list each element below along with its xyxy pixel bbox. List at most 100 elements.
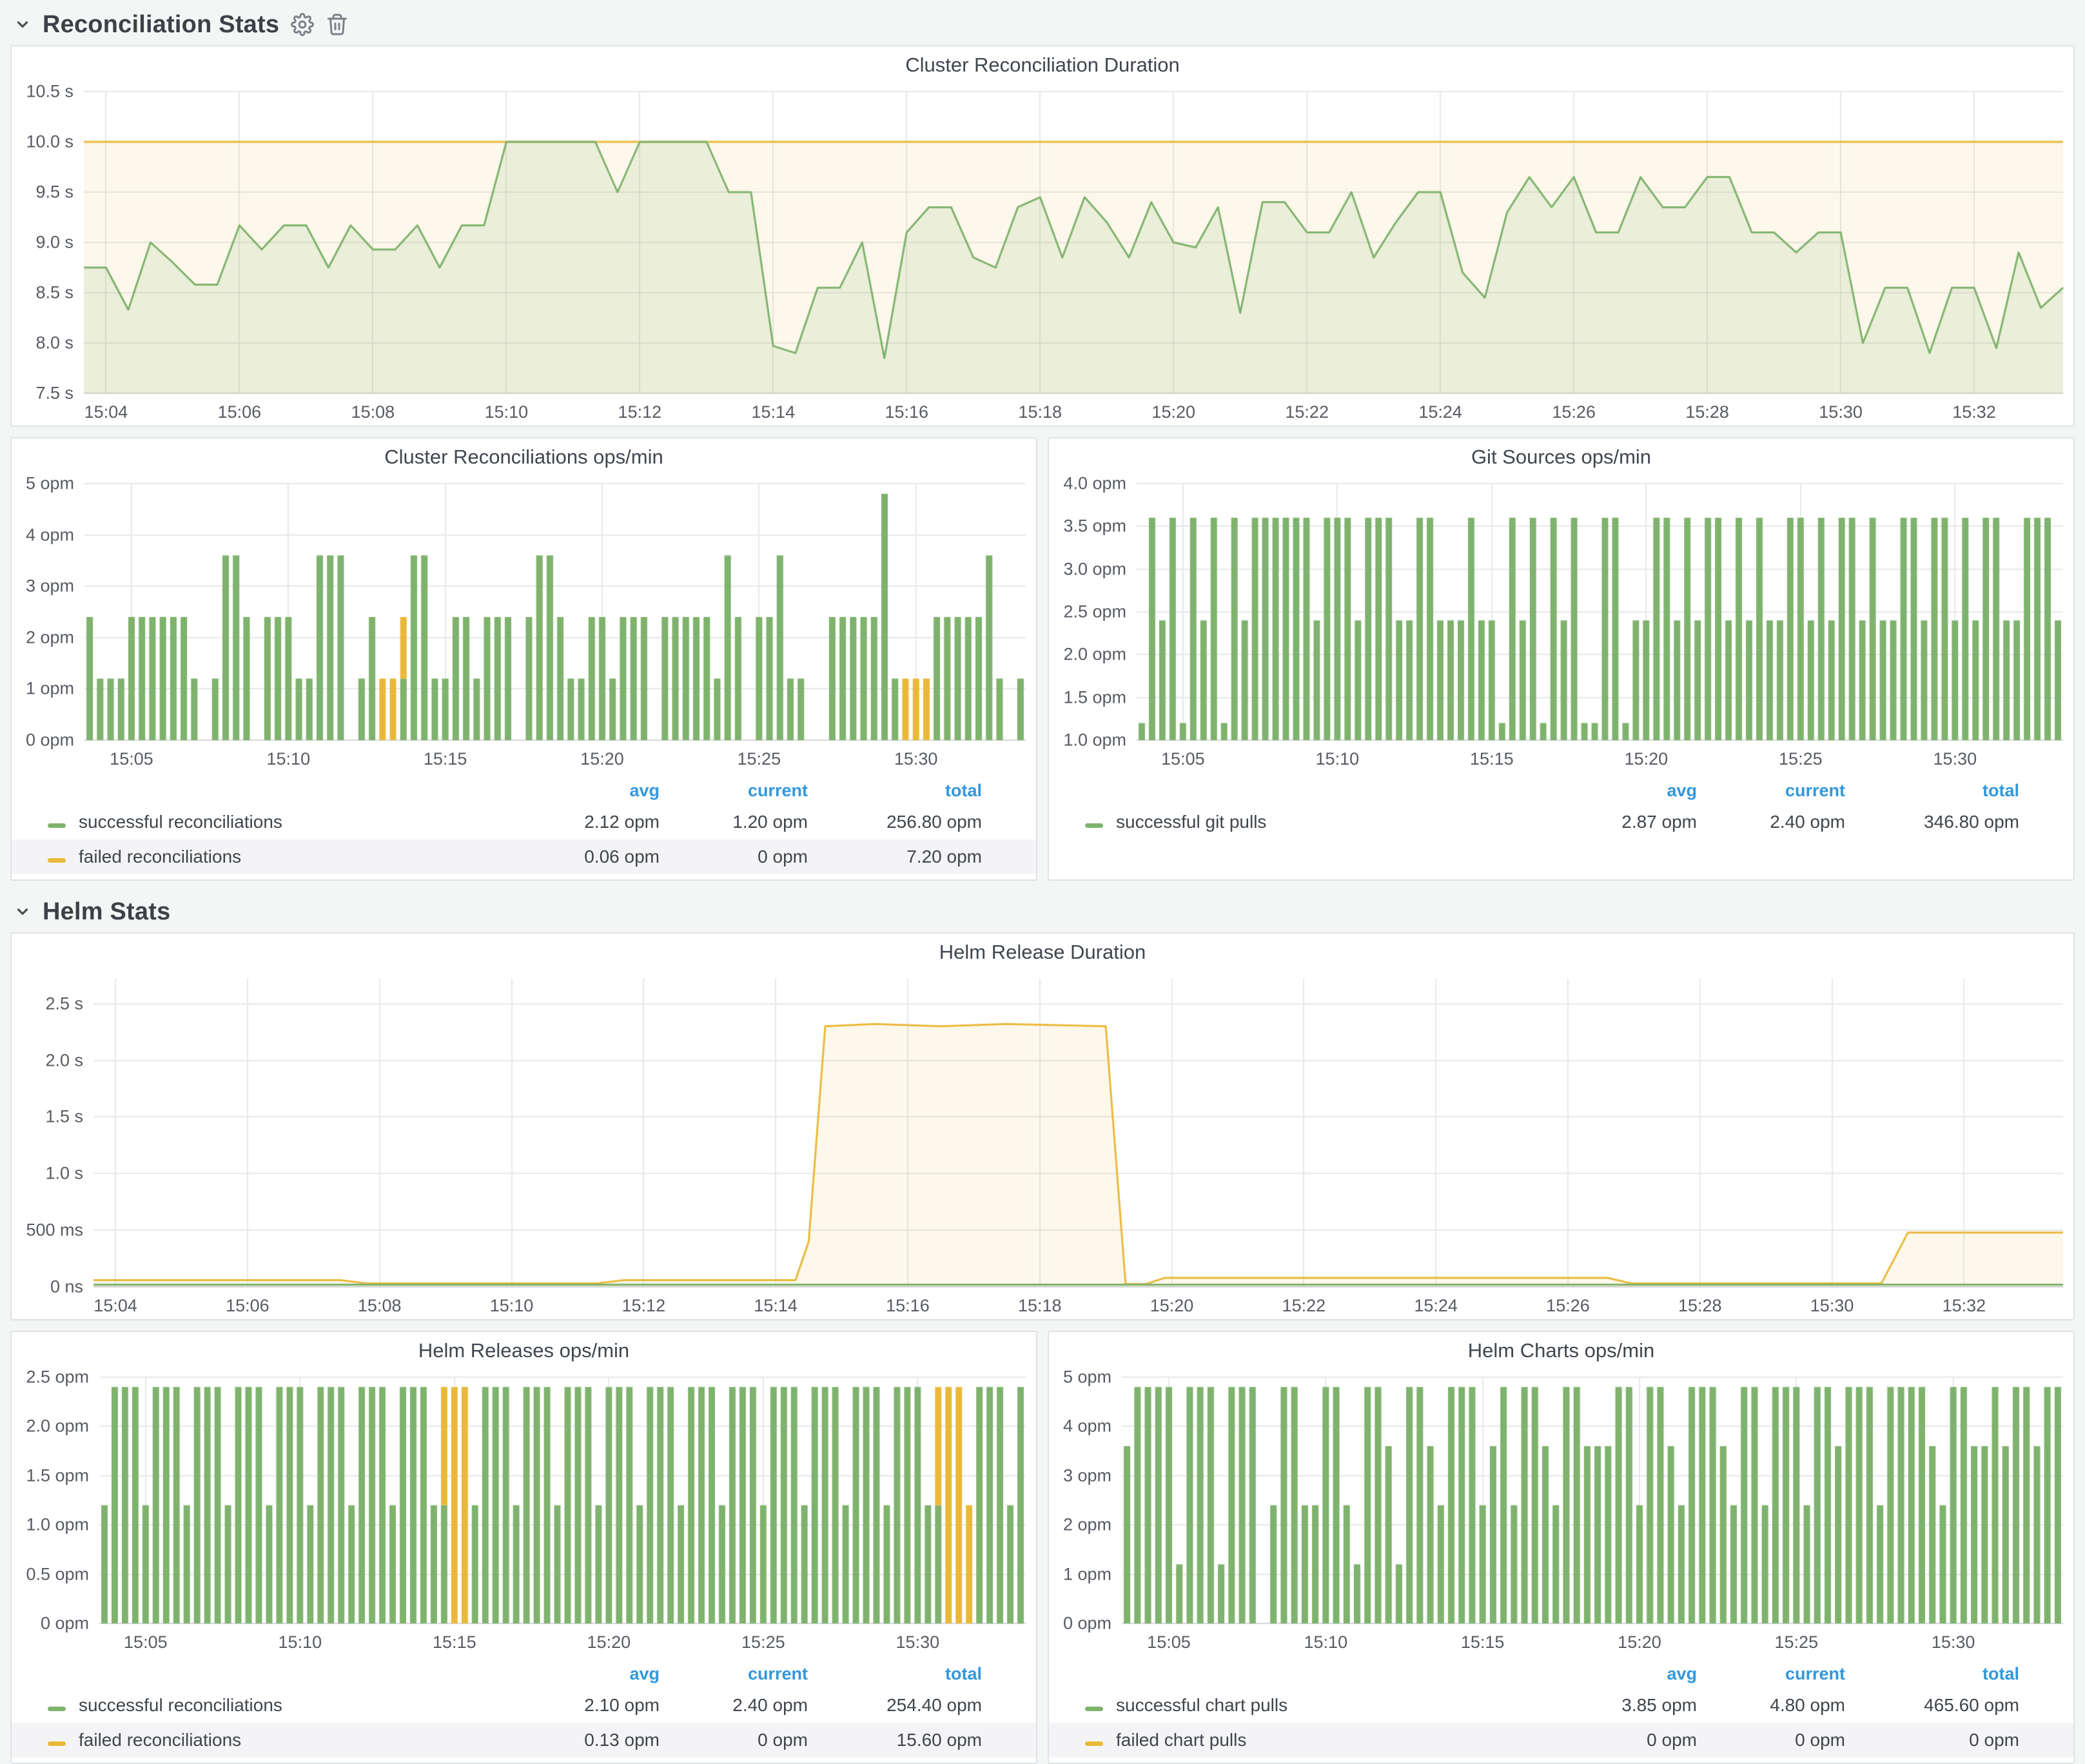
legend-col-avg[interactable]: avg: [1558, 1664, 1697, 1684]
x-axis-tick-label: 15:05: [110, 749, 153, 769]
series-color-swatch: [1085, 1741, 1103, 1746]
legend-col-avg[interactable]: avg: [521, 781, 660, 801]
y-axis-tick-label: 5 opm: [1063, 1367, 1111, 1387]
git-sources-ops-chart[interactable]: 1.0 opm1.5 opm2.0 opm2.5 opm3.0 opm3.5 o…: [1053, 476, 2070, 772]
legend-col-current[interactable]: current: [660, 781, 808, 801]
series-total-value: 0 opm: [1845, 1730, 2019, 1750]
section-header-helm-stats[interactable]: Helm Stats: [10, 891, 2075, 932]
x-axis-tick-label: 15:20: [1625, 749, 1669, 769]
legend-col-avg[interactable]: avg: [1558, 781, 1697, 801]
series-current-value: 0 opm: [660, 847, 808, 867]
series-label[interactable]: successful chart pulls: [1113, 1695, 1558, 1716]
panel-title[interactable]: Helm Releases ops/min: [12, 1332, 1036, 1369]
legend-row: failed reconciliations 0.06 opm 0 opm 7.…: [12, 839, 1036, 874]
series-current-value: 1.20 opm: [660, 812, 808, 832]
y-axis-tick-label: 2.5 opm: [1063, 602, 1126, 622]
x-axis-tick-label: 15:06: [218, 402, 262, 422]
legend-col-total[interactable]: total: [808, 1664, 982, 1684]
x-axis-tick-label: 15:28: [1685, 402, 1729, 422]
section-header-reconciliation-stats[interactable]: Reconciliation Stats: [10, 4, 2075, 45]
x-axis-tick-label: 15:12: [622, 1296, 666, 1316]
x-axis-tick-label: 15:20: [1618, 1632, 1661, 1652]
legend-row: successful reconciliations 2.12 opm 1.20…: [12, 805, 1036, 839]
chart-canvas[interactable]: [15, 971, 2070, 1319]
chart-canvas[interactable]: [1053, 1369, 2070, 1656]
series-total-value: 7.20 opm: [808, 847, 982, 867]
panel-title[interactable]: Git Sources ops/min: [1049, 438, 2073, 476]
legend: avg current total successful reconciliat…: [12, 1656, 1036, 1763]
series-current-value: 2.40 opm: [1697, 812, 1845, 832]
trash-icon[interactable]: [326, 13, 349, 36]
series-color-swatch: [48, 823, 66, 828]
chart-canvas[interactable]: [15, 1369, 1032, 1656]
panel-title[interactable]: Helm Charts ops/min: [1049, 1332, 2073, 1369]
legend: avg current total successful chart pulls…: [1049, 1656, 2073, 1763]
x-axis-tick-label: 15:28: [1678, 1296, 1722, 1316]
section-title[interactable]: Reconciliation Stats: [43, 11, 279, 39]
series-label[interactable]: failed reconciliations: [76, 1730, 521, 1750]
series-total-value: 346.80 opm: [1845, 812, 2019, 832]
y-axis-tick-label: 4 opm: [26, 525, 74, 545]
chevron-down-icon[interactable]: [14, 16, 31, 33]
x-axis-tick-label: 15:14: [752, 402, 796, 422]
helm-charts-ops-chart[interactable]: 0 opm1 opm2 opm3 opm4 opm5 opm15:0515:10…: [1053, 1369, 2070, 1656]
y-axis-tick-label: 7.5 s: [35, 384, 73, 404]
x-axis-tick-label: 15:20: [1151, 402, 1195, 422]
series-label[interactable]: successful reconciliations: [76, 812, 521, 832]
series-current-value: 2.40 opm: [660, 1695, 808, 1716]
chart-canvas[interactable]: [15, 476, 1032, 772]
legend-col-current[interactable]: current: [1697, 1664, 1845, 1684]
panel-helm-releases-ops: Helm Releases ops/min 0 opm0.5 opm1.0 op…: [10, 1331, 1037, 1764]
y-axis-tick-label: 1.0 opm: [26, 1515, 89, 1535]
y-axis-tick-label: 1.0 opm: [1063, 730, 1126, 750]
x-axis-tick-label: 15:10: [485, 402, 529, 422]
series-label[interactable]: failed reconciliations: [76, 847, 521, 867]
legend-col-total[interactable]: total: [808, 781, 982, 801]
y-axis-tick-label: 5 opm: [26, 474, 74, 494]
x-axis-tick-label: 15:04: [93, 1296, 137, 1316]
legend-col-avg[interactable]: avg: [521, 1664, 660, 1684]
series-label[interactable]: successful reconciliations: [76, 1695, 521, 1716]
helm-releases-ops-chart[interactable]: 0 opm0.5 opm1.0 opm1.5 opm2.0 opm2.5 opm…: [15, 1369, 1032, 1656]
series-label[interactable]: successful git pulls: [1113, 812, 1558, 832]
series-current-value: 0 opm: [660, 1730, 808, 1750]
y-axis-tick-label: 2.5 s: [45, 994, 83, 1014]
x-axis-tick-label: 15:26: [1552, 402, 1596, 422]
section-title[interactable]: Helm Stats: [43, 898, 170, 926]
series-current-value: 0 opm: [1697, 1730, 1845, 1750]
y-axis-tick-label: 3.0 opm: [1063, 559, 1126, 579]
legend-col-total[interactable]: total: [1845, 781, 2019, 801]
x-axis-tick-label: 15:18: [1018, 1296, 1062, 1316]
y-axis-tick-label: 0 opm: [1063, 1614, 1111, 1634]
x-axis-tick-label: 15:06: [226, 1296, 269, 1316]
y-axis-tick-label: 500 ms: [26, 1220, 83, 1240]
chart-canvas[interactable]: [1053, 476, 2070, 772]
y-axis-tick-label: 2 opm: [26, 627, 74, 647]
cluster-reconciliation-duration-chart[interactable]: 7.5 s8.0 s8.5 s9.0 s9.5 s10.0 s10.5 s15:…: [15, 84, 2070, 426]
x-axis-tick-label: 15:10: [267, 749, 311, 769]
gear-icon[interactable]: [291, 13, 314, 36]
panel-cluster-reconciliations-ops: Cluster Reconciliations ops/min 0 opm1 o…: [10, 437, 1037, 881]
panel-title[interactable]: Cluster Reconciliation Duration: [12, 46, 2073, 84]
x-axis-tick-label: 15:25: [741, 1632, 785, 1652]
legend-row: failed reconciliations 0.13 opm 0 opm 15…: [12, 1723, 1036, 1758]
y-axis-tick-label: 2 opm: [1063, 1515, 1111, 1535]
panel-title[interactable]: Helm Release Duration: [12, 934, 2073, 971]
chevron-down-icon[interactable]: [14, 903, 31, 920]
x-axis-tick-label: 15:12: [618, 402, 662, 422]
legend-col-total[interactable]: total: [1845, 1664, 2019, 1684]
legend-col-current[interactable]: current: [660, 1664, 808, 1684]
series-label[interactable]: failed chart pulls: [1113, 1730, 1558, 1750]
series-avg-value: 0.13 opm: [521, 1730, 660, 1750]
cluster-reconciliations-ops-chart[interactable]: 0 opm1 opm2 opm3 opm4 opm5 opm15:0515:10…: [15, 476, 1032, 772]
panel-git-sources-ops: Git Sources ops/min 1.0 opm1.5 opm2.0 op…: [1048, 437, 2075, 881]
panel-title[interactable]: Cluster Reconciliations ops/min: [12, 438, 1036, 476]
x-axis-tick-label: 15:26: [1546, 1296, 1590, 1316]
series-total-value: 15.60 opm: [808, 1730, 982, 1750]
chart-canvas[interactable]: [15, 84, 2070, 426]
legend-col-current[interactable]: current: [1697, 781, 1845, 801]
y-axis-tick-label: 2.0 opm: [1063, 645, 1126, 665]
x-axis-tick-label: 15:30: [894, 749, 938, 769]
y-axis-tick-label: 0 ns: [50, 1277, 83, 1297]
helm-release-duration-chart[interactable]: 0 ns500 ms1.0 s1.5 s2.0 s2.5 s15:0415:06…: [15, 971, 2070, 1319]
